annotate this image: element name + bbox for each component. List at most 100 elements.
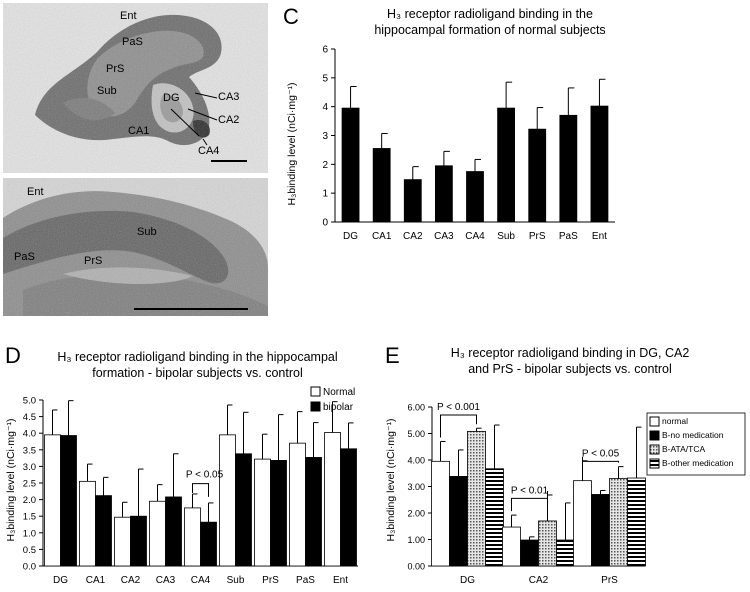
y-tick-label: 0 (322, 218, 328, 229)
y-tick-label: 2 (322, 160, 328, 171)
y-tick-label: 2.00 (407, 509, 425, 519)
legend-label-other-medication: B-other medication (662, 458, 734, 468)
y-tick-label: 6.00 (407, 403, 425, 413)
bar (184, 507, 201, 567)
region-label-sub: Sub (97, 85, 117, 97)
x-tick-label: PrS (601, 575, 618, 586)
bar (502, 526, 521, 567)
region-label-ca2: CA2 (218, 114, 239, 126)
significance-bracket (192, 483, 209, 497)
bar (556, 539, 575, 567)
x-tick-label: CA3 (434, 231, 454, 242)
x-tick-label: PaS (559, 231, 578, 242)
y-tick-label: 1.0 (23, 528, 36, 539)
bar (324, 432, 341, 567)
bar (627, 477, 646, 567)
y-tick-label: 4 (322, 102, 328, 113)
x-tick-label: Sub (227, 575, 245, 586)
bar (165, 496, 182, 567)
significance-label: P < 0.05 (582, 448, 620, 459)
bar (573, 480, 592, 567)
chart-c: H₃binding level (nCi·mg⁻¹) 0 1 2 3 4 5 6 DG CA1 C… (286, 45, 615, 242)
y-tick-label: 5.0 (23, 396, 36, 407)
panel-label-e: E (385, 343, 400, 368)
significance-bracket (511, 490, 548, 512)
legend-swatch-no-medication (649, 430, 660, 441)
bar (431, 460, 450, 567)
bar (44, 434, 61, 567)
bar (200, 521, 217, 567)
bar (235, 453, 252, 567)
bar (520, 539, 539, 567)
bar (372, 148, 391, 223)
bar (114, 516, 131, 567)
y-axis-label: H₃binding level (nCi·mg⁻¹) (5, 418, 17, 541)
bar (467, 430, 486, 567)
y-axis-label: H₃binding level (nCi·mg⁻¹) (385, 418, 397, 541)
bar (254, 458, 271, 567)
x-tick-label: CA2 (121, 575, 141, 586)
x-tick-label: Ent (592, 231, 607, 242)
chart-c-plot: 0 1 2 3 4 5 6 DG CA1 CA2 CA3 CA4 Sub PrS PaS Ent (322, 45, 615, 242)
bar (340, 448, 357, 567)
y-tick-label: 1 (322, 189, 328, 200)
bar (559, 114, 578, 223)
region-label-ca3: CA3 (218, 91, 239, 103)
significance-bracket (440, 414, 477, 438)
significance-label: P < 0.001 (437, 402, 480, 413)
x-tick-label: CA2 (403, 231, 423, 242)
y-tick-label: 1.00 (407, 535, 425, 545)
x-tick-label: CA3 (156, 575, 176, 586)
x-tick-label: PrS (262, 575, 279, 586)
legend-swatch-normal (649, 416, 660, 427)
legend-swatch-ata-tca (649, 444, 660, 455)
bar (79, 480, 96, 567)
legend-label-bipolar: bipolar (323, 402, 354, 413)
chart-d-title: H₃ receptor radioligand binding in the h… (57, 350, 338, 380)
chart-e-plot: 0.00 1.00 2.00 3.00 4.00 5.00 6.00 DG CA2 PrS P < … (407, 402, 646, 586)
legend-swatch-other-medication (649, 458, 660, 469)
bar (95, 495, 112, 567)
bar (305, 457, 322, 567)
y-axis-label: H₃binding level (nCi·mg⁻¹) (286, 82, 298, 205)
significance-bracket (582, 456, 619, 463)
y-tick-label: 0.0 (23, 562, 36, 573)
x-tick-label: Ent (333, 575, 348, 586)
bar (528, 128, 547, 223)
region-label-pas: PaS (14, 251, 35, 263)
x-tick-label: DG (460, 575, 475, 586)
x-tick-label: CA1 (86, 575, 106, 586)
x-tick-label: CA1 (372, 231, 392, 242)
y-tick-label: 3.0 (23, 462, 36, 473)
region-label-ca1: CA1 (128, 125, 149, 137)
chart-c-title: H₃ receptor radioligand binding in the h… (374, 7, 606, 37)
y-tick-label: 3.5 (23, 445, 36, 456)
autoradiograph-a: Ent PaS PrS Sub DG CA3 CA2 CA1 CA4 (3, 3, 268, 173)
bar (449, 476, 468, 567)
y-tick-label: 5 (322, 73, 328, 84)
panel-label-c: C (283, 4, 299, 29)
chart-e-title: H₃ receptor radioligand binding in DG, C… (450, 346, 690, 376)
bar (591, 494, 610, 567)
bar (219, 434, 236, 567)
y-tick-label: 3.00 (407, 482, 425, 492)
x-tick-label: DG (53, 575, 68, 586)
legend-label-ata-tca: B-ATA/TCA (662, 444, 705, 454)
bar (60, 435, 77, 567)
x-tick-label: CA4 (465, 231, 485, 242)
region-label-ca4: CA4 (198, 145, 219, 157)
region-label-prs: PrS (106, 63, 124, 75)
legend-label-normal: normal (662, 416, 688, 426)
significance-label: P < 0.01 (511, 485, 549, 496)
y-tick-label: 2.0 (23, 495, 36, 506)
y-tick-label: 4.00 (407, 456, 425, 466)
bar (497, 107, 516, 223)
bar (403, 179, 422, 223)
y-tick-label: 2.5 (23, 479, 36, 490)
y-tick-label: 1.5 (23, 512, 36, 523)
region-label-sub: Sub (137, 226, 157, 238)
chart-d-plot: 0.0 0.5 1.0 1.5 2.0 2.5 3.0 3.5 4.0 4.5 5.0 DG CA1 CA… (23, 396, 358, 586)
x-tick-label: PaS (296, 575, 315, 586)
legend-label-no-medication: B-no medication (662, 430, 724, 440)
bar (341, 107, 360, 223)
